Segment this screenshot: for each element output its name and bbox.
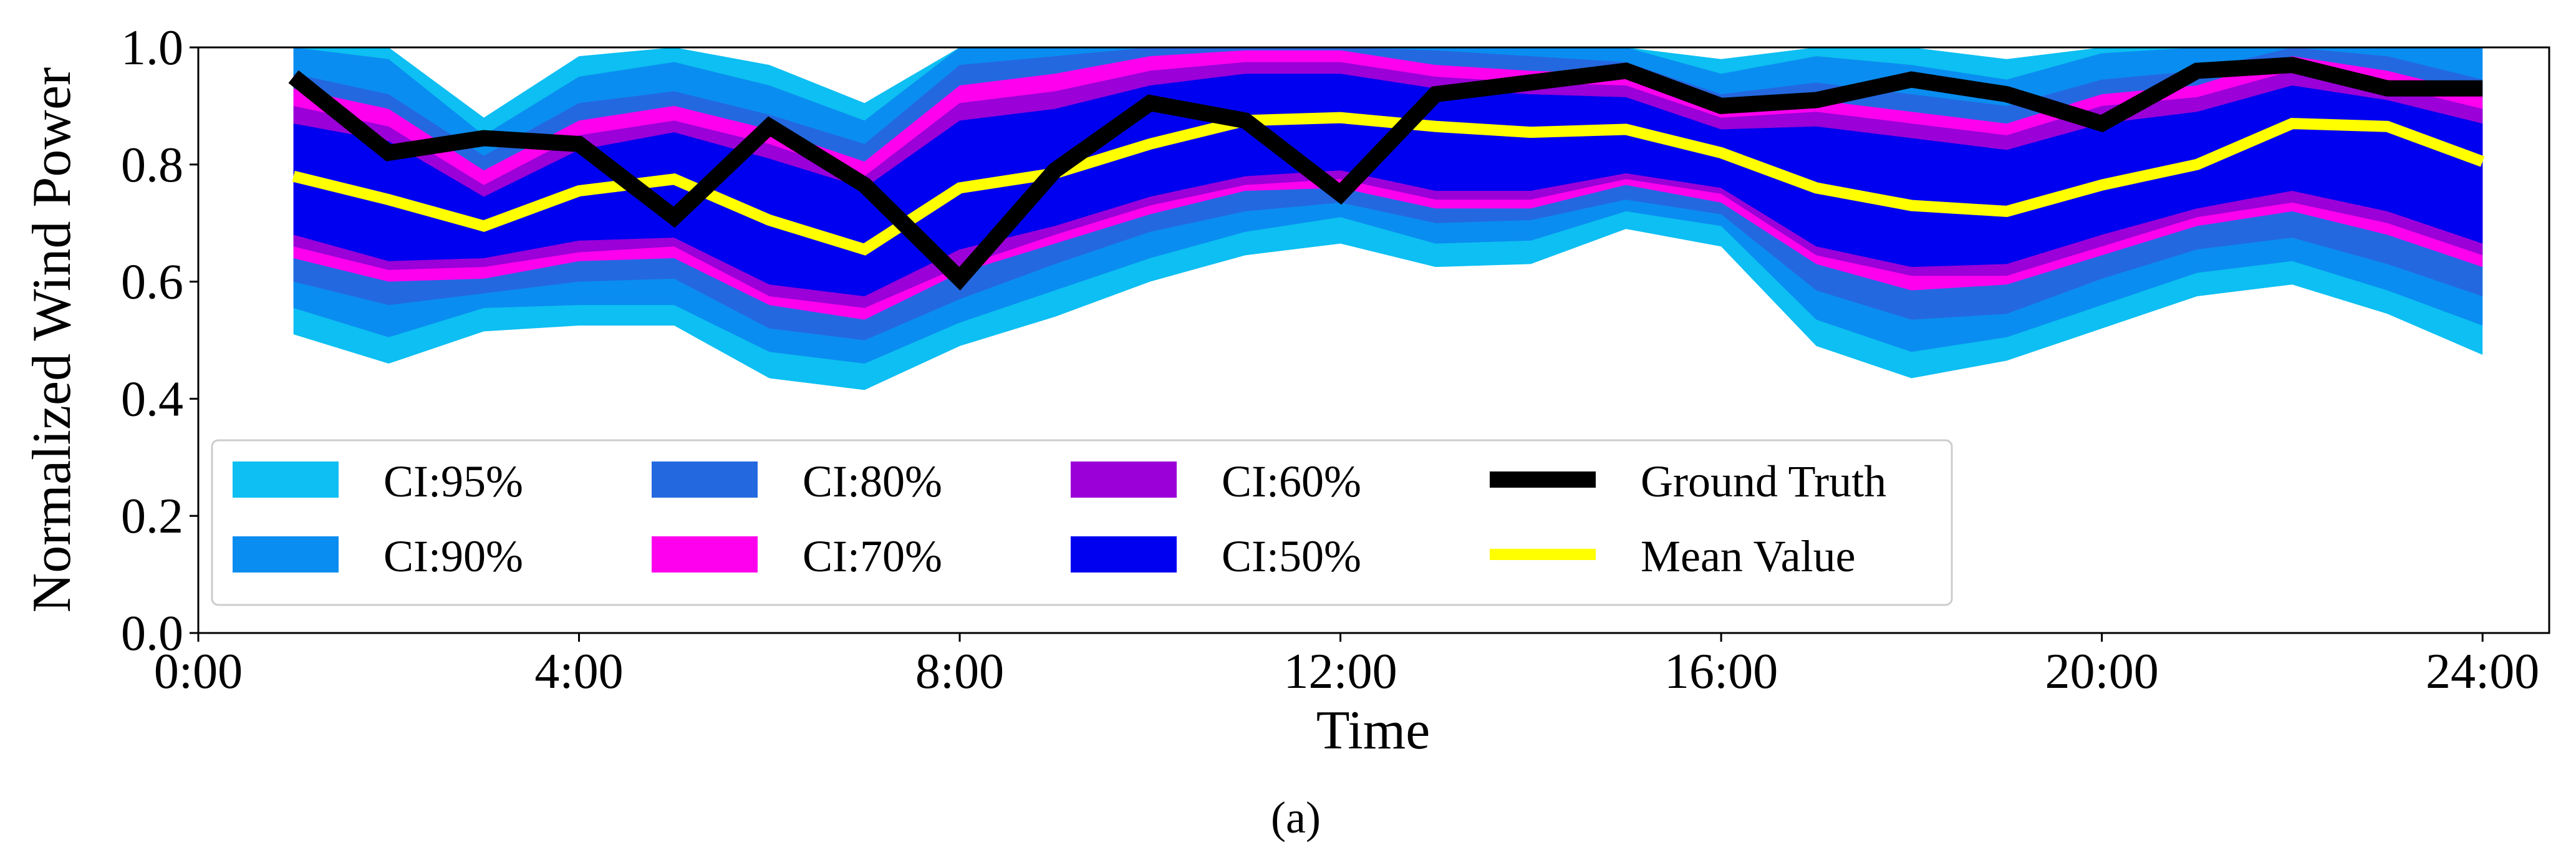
legend-swatch-ci80 xyxy=(652,461,758,498)
y-axis-ticks: 0.0 0.2 0.4 0.6 0.8 1.0 xyxy=(121,21,198,661)
legend-label-ci60: CI:60% xyxy=(1222,457,1361,506)
legend-label-mean-value: Mean Value xyxy=(1641,531,1856,581)
y-axis-label: Normalized Wind Power xyxy=(22,67,82,613)
x-tick-label: 16:00 xyxy=(1664,644,1778,699)
legend-label-ci90: CI:90% xyxy=(384,531,523,581)
confidence-bands xyxy=(293,47,2483,390)
x-tick-label: 12:00 xyxy=(1283,644,1397,699)
y-tick-label: 0.2 xyxy=(121,489,183,544)
x-tick-label: 0:00 xyxy=(154,644,243,699)
line-ground-truth xyxy=(288,57,2483,291)
legend-swatch-ci50 xyxy=(1071,536,1177,573)
figure-caption: (a) xyxy=(1271,793,1321,843)
legend-swatch-ci70 xyxy=(652,536,758,573)
line-mean-value xyxy=(292,112,2485,256)
y-tick-label: 1.0 xyxy=(121,21,183,75)
legend-swatch-ci95 xyxy=(233,461,339,498)
legend-label-ground-truth: Ground Truth xyxy=(1641,457,1886,506)
x-tick-label: 24:00 xyxy=(2426,644,2539,699)
x-tick-label: 20:00 xyxy=(2045,644,2159,699)
y-tick-label: 0.6 xyxy=(121,255,183,310)
legend: CI:95% CI:90% CI:80% CI:70% CI:60% CI:50… xyxy=(211,439,1953,606)
x-axis-ticks: 0:00 4:00 8:00 12:00 16:00 20:00 24:00 xyxy=(154,633,2539,699)
y-tick-label: 0.0 xyxy=(121,606,183,661)
legend-label-ci95: CI:95% xyxy=(384,457,523,506)
legend-swatch-ci90 xyxy=(233,536,339,573)
x-tick-label: 4:00 xyxy=(534,644,623,699)
plot-frame xyxy=(197,46,2550,634)
y-tick-label: 0.4 xyxy=(121,372,183,427)
y-tick-label: 0.8 xyxy=(121,138,183,193)
series-lines xyxy=(288,57,2485,291)
x-tick-label: 8:00 xyxy=(915,644,1004,699)
x-axis-label: Time xyxy=(1316,700,1430,761)
legend-label-ci50: CI:50% xyxy=(1222,531,1361,581)
legend-label-ci70: CI:70% xyxy=(803,531,942,581)
legend-label-ci80: CI:80% xyxy=(803,457,942,506)
legend-swatch-ci60 xyxy=(1071,461,1177,498)
